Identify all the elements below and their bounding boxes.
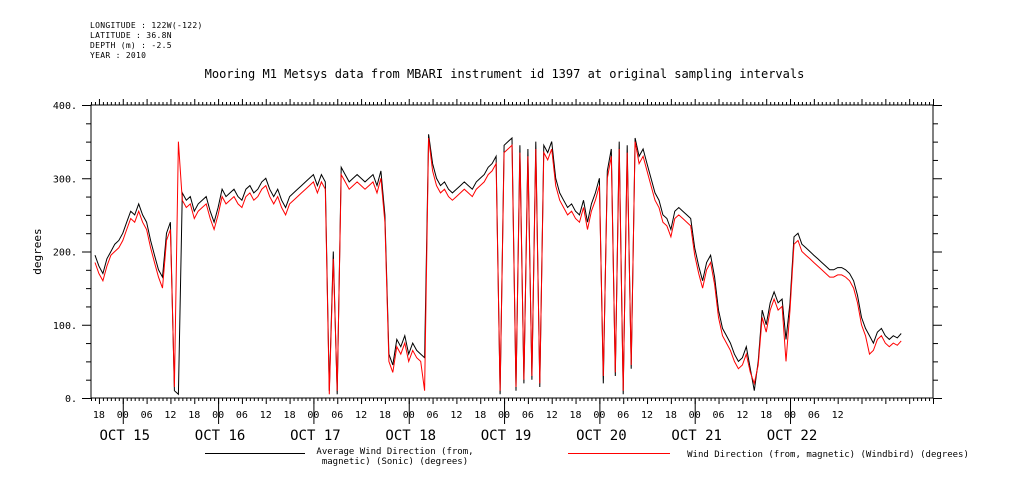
- x-tick-label: 18: [570, 410, 582, 421]
- legend-label-1: magnetic) (Sonic) (degrees): [322, 457, 468, 467]
- chart-title: Mooring M1 Metsys data from MBARI instru…: [204, 67, 805, 81]
- metadata-block: LONGITUDE : 122W(-122) LATITUDE : 36.8N …: [90, 21, 203, 61]
- y-tick-label: 200.: [53, 248, 77, 259]
- meta-longitude: LONGITUDE : 122W(-122): [90, 21, 203, 30]
- x-tick-label: 18: [379, 410, 391, 421]
- x-tick-label: 12: [546, 410, 558, 421]
- y-axis-label: degrees: [31, 228, 44, 274]
- x-tick-label: 18: [188, 410, 200, 421]
- meta-year: YEAR : 2010: [90, 51, 147, 60]
- x-tick-label: 06: [713, 410, 725, 421]
- date-label: OCT 21: [671, 428, 722, 444]
- date-label: OCT 19: [481, 428, 532, 444]
- meta-depth: DEPTH (m) : -2.5: [90, 41, 172, 50]
- x-tick-label: 18: [760, 410, 772, 421]
- legend-label-2: Wind Direction (from, magnetic) (Windbir…: [687, 450, 969, 460]
- date-label: OCT 15: [99, 428, 150, 444]
- series-line-2: [94, 137, 902, 395]
- date-label: OCT 18: [385, 428, 436, 444]
- x-tick-label: 12: [355, 410, 367, 421]
- x-tick-label: 18: [93, 410, 105, 421]
- x-tick-label: 06: [141, 410, 153, 421]
- x-tick-label: 00: [498, 410, 510, 421]
- date-label: OCT 16: [195, 428, 246, 444]
- x-tick-label: 06: [236, 410, 248, 421]
- x-tick-label: 06: [522, 410, 534, 421]
- x-tick-label: 06: [617, 410, 629, 421]
- y-tick-label: 100.: [53, 321, 77, 332]
- meta-latitude: LATITUDE : 36.8N: [90, 31, 172, 40]
- x-tick-label: 12: [450, 410, 462, 421]
- y-tick-label: 400.: [53, 101, 77, 112]
- x-tick-label: 12: [260, 410, 272, 421]
- y-tick-label: 300.: [53, 174, 77, 185]
- x-tick-label: 00: [117, 410, 129, 421]
- x-tick-label: 18: [284, 410, 296, 421]
- date-label: OCT 22: [767, 428, 818, 444]
- legend-label-1: Average Wind Direction (from,: [316, 447, 473, 457]
- x-tick-label: 06: [331, 410, 343, 421]
- x-tick-label: 06: [427, 410, 439, 421]
- x-tick-label: 12: [164, 410, 176, 421]
- y-tick-label: 0.: [65, 394, 77, 405]
- x-tick-label: 12: [736, 410, 748, 421]
- x-tick-label: 18: [665, 410, 677, 421]
- date-label: OCT 20: [576, 428, 627, 444]
- x-tick-label: 18: [474, 410, 486, 421]
- date-label: OCT 17: [290, 428, 341, 444]
- x-tick-label: 12: [641, 410, 653, 421]
- x-tick-label: 12: [832, 410, 844, 421]
- x-tick-label: 06: [808, 410, 820, 421]
